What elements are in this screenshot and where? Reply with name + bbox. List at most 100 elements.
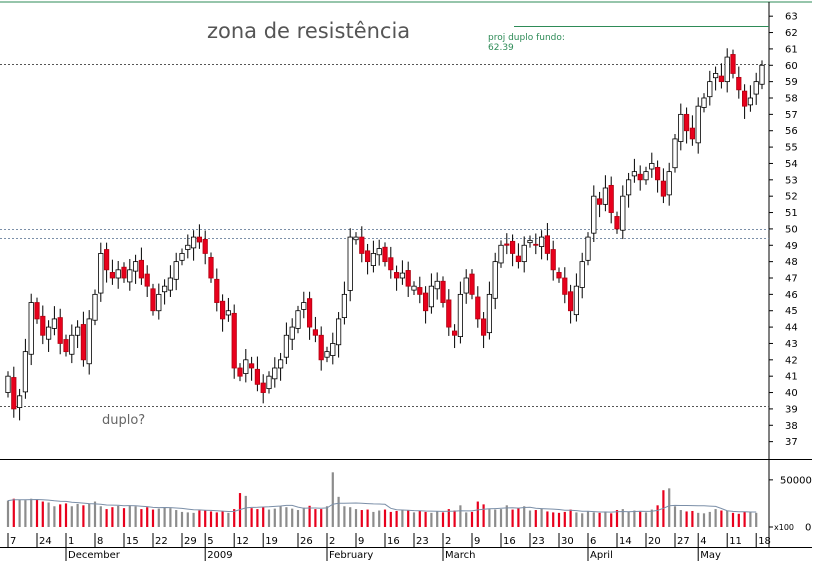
- price-tick-label: 46: [785, 290, 798, 301]
- volume-bar: [470, 511, 474, 527]
- candle: [289, 318, 295, 350]
- candle-body: [115, 269, 121, 279]
- candle-body: [330, 343, 336, 356]
- volume-bar: [639, 510, 642, 527]
- price-tick-label: 53: [785, 175, 798, 186]
- candle-body: [579, 261, 585, 288]
- volume-bar: [488, 509, 491, 527]
- candle: [335, 312, 342, 358]
- volume-bar: [256, 509, 259, 527]
- volume-bar: [279, 506, 282, 527]
- volume-bar: [53, 506, 56, 527]
- candle-body: [190, 236, 197, 249]
- candle-body: [678, 113, 684, 142]
- candle: [11, 366, 17, 418]
- candle: [718, 63, 725, 89]
- candlesticks: [5, 48, 765, 421]
- candle: [666, 162, 672, 206]
- candle-body: [388, 257, 394, 271]
- volume-bar: [412, 512, 416, 527]
- candle: [5, 371, 11, 398]
- candle-body: [730, 54, 736, 74]
- volume-bar: [586, 510, 590, 527]
- candle-body: [301, 302, 307, 310]
- candle: [138, 247, 144, 285]
- candle: [620, 185, 626, 240]
- time-tick-label: 4: [700, 536, 706, 547]
- time-tick-label: 29: [184, 536, 197, 547]
- volume-bar: [233, 509, 236, 527]
- candle-body: [16, 395, 23, 408]
- month-label: February: [329, 550, 373, 561]
- candle: [742, 84, 748, 119]
- candle: [196, 224, 202, 249]
- price-tick-label: 56: [785, 126, 798, 137]
- candle-body: [509, 240, 516, 254]
- volume-bar: [372, 511, 375, 527]
- candle-body: [660, 180, 667, 197]
- volume-bar: [581, 513, 584, 527]
- candle-body: [457, 293, 464, 337]
- volume-bar: [494, 509, 497, 527]
- candle: [324, 346, 330, 363]
- candle-body: [480, 318, 487, 336]
- time-axis: 7 24 1 8 15 22 29 5 12 19 26 2 9 16 23 2 9 16 23 30 6 14 20 27 4…: [7, 533, 771, 561]
- volume-bar: [731, 512, 735, 527]
- candle-body: [40, 315, 46, 336]
- volume-bar: [151, 509, 155, 527]
- candle: [214, 268, 220, 312]
- volume-bar: [528, 510, 532, 527]
- time-tick-label: 1: [68, 536, 74, 547]
- volume-bar: [737, 513, 740, 527]
- volume-bar: [534, 510, 537, 527]
- candle-body: [643, 171, 649, 181]
- candle: [260, 374, 266, 404]
- volume-bars: [6, 472, 758, 527]
- volume-bar: [482, 504, 485, 527]
- candle: [614, 211, 620, 234]
- candle-body: [747, 97, 754, 106]
- price-tick-label: 38: [785, 421, 798, 432]
- volume-bar: [749, 512, 752, 527]
- candle: [92, 289, 98, 326]
- candle-body: [573, 285, 580, 316]
- candle-body: [138, 259, 144, 279]
- candle: [480, 312, 487, 349]
- candle: [539, 230, 545, 260]
- candle-body: [393, 272, 400, 279]
- candle: [486, 281, 493, 340]
- candle-body: [364, 250, 371, 263]
- volume-bar: [35, 499, 39, 527]
- volume-bar: [453, 510, 456, 527]
- candle: [428, 273, 435, 314]
- volume-bar: [128, 505, 131, 527]
- price-tick-label: 47: [785, 274, 798, 285]
- volume-bar: [262, 507, 265, 527]
- candle: [254, 356, 260, 392]
- candle: [104, 242, 110, 283]
- volume-bar: [186, 512, 189, 527]
- candle-body: [98, 253, 104, 294]
- candle: [225, 297, 231, 322]
- candle: [86, 310, 92, 375]
- volume-bar: [552, 512, 555, 527]
- candle-body: [208, 256, 214, 279]
- volume-bar: [627, 511, 630, 527]
- volume-bar: [146, 507, 149, 527]
- time-tick-label: 12: [236, 536, 249, 547]
- candle: [556, 267, 562, 283]
- candle: [573, 273, 580, 322]
- candle: [451, 324, 458, 349]
- reference-lines: [0, 26, 769, 407]
- candle: [637, 165, 643, 191]
- volume-bar: [575, 512, 578, 527]
- candle: [643, 166, 649, 185]
- price-tick-label: 63: [785, 12, 798, 23]
- candle-body: [422, 292, 429, 312]
- candle-body: [324, 351, 330, 358]
- volume-bar: [644, 512, 648, 527]
- candle-body: [11, 377, 17, 410]
- candle-body: [620, 195, 626, 231]
- volume-bar: [122, 508, 126, 527]
- volume-bar: [418, 510, 421, 527]
